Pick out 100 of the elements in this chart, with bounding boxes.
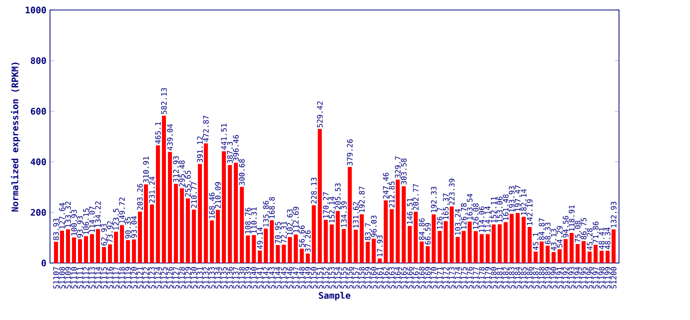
- bar: [246, 235, 250, 263]
- x-axis-title: Sample: [318, 292, 350, 301]
- bar: [78, 239, 82, 263]
- bar: [504, 222, 508, 263]
- bar: [570, 232, 574, 263]
- bar: [276, 245, 280, 263]
- bar: [162, 116, 166, 263]
- bar: [588, 252, 592, 263]
- bar: [102, 247, 106, 263]
- bar: [402, 186, 406, 263]
- y-tick-label: 600: [30, 108, 46, 115]
- bar: [264, 228, 268, 263]
- bar: [150, 204, 154, 263]
- bar: [318, 129, 322, 263]
- y-tick-label: 400: [30, 158, 46, 166]
- bar: [378, 258, 382, 263]
- bar: [204, 143, 208, 263]
- bar: [600, 250, 604, 263]
- bar: [144, 184, 148, 263]
- bar: [354, 230, 358, 263]
- bar: [342, 229, 346, 263]
- bar: [168, 152, 172, 263]
- bar: [252, 235, 256, 263]
- bar: [96, 229, 100, 263]
- y-tick-label: 800: [30, 57, 46, 64]
- bar: [396, 180, 400, 263]
- bar: [366, 242, 370, 263]
- bar: [432, 214, 436, 263]
- bar: [546, 246, 550, 263]
- bar: [60, 230, 64, 263]
- bar: [426, 246, 430, 263]
- bar: [270, 220, 274, 263]
- bar: [450, 206, 454, 263]
- bar: [324, 220, 328, 263]
- bar: [222, 151, 226, 263]
- bar: [294, 234, 298, 263]
- bar: [228, 165, 232, 263]
- bar: [480, 234, 484, 263]
- bar: [234, 162, 238, 263]
- bar: [258, 250, 262, 263]
- bar: [54, 242, 58, 263]
- bar: [612, 229, 616, 263]
- bar: [582, 241, 586, 263]
- bar: [492, 224, 496, 263]
- bar: [282, 244, 286, 263]
- bar: [84, 236, 88, 263]
- bar: [360, 214, 364, 263]
- bar: [336, 211, 340, 263]
- bar: [126, 240, 130, 263]
- bar: [186, 198, 190, 263]
- bar: [594, 244, 598, 263]
- bar: [132, 239, 136, 263]
- bar: [240, 186, 244, 263]
- bar: [540, 242, 544, 263]
- bar: [192, 210, 196, 263]
- bar: [534, 252, 538, 263]
- bar: [516, 213, 520, 263]
- bar: [306, 254, 310, 263]
- y-axis-title: Normalized expression (RPKM): [10, 62, 20, 212]
- bar: [120, 225, 124, 263]
- bar: [462, 230, 466, 263]
- bar: [408, 226, 412, 263]
- bar: [312, 205, 316, 263]
- bar: [288, 237, 292, 263]
- bar: [138, 212, 142, 263]
- bar: [552, 252, 556, 263]
- bar: [456, 236, 460, 263]
- bar: [72, 237, 76, 263]
- y-tick-label: 200: [30, 209, 46, 216]
- bar: [198, 164, 202, 263]
- bar: [114, 232, 118, 263]
- bar: [474, 231, 478, 263]
- bar: [330, 224, 334, 263]
- bar: [156, 145, 160, 263]
- bar: [108, 244, 112, 263]
- bar: [174, 184, 178, 263]
- y-tick-label: 0: [42, 260, 46, 266]
- bar: [384, 200, 388, 263]
- bar: [390, 209, 394, 263]
- bar: [576, 244, 580, 263]
- bar: [558, 249, 562, 263]
- bar: [444, 221, 448, 263]
- bar: [486, 234, 490, 263]
- bar: [210, 220, 214, 263]
- y-tick-label: 1000: [26, 6, 46, 14]
- bar: [372, 238, 376, 263]
- bar: [510, 214, 514, 263]
- bar: [348, 167, 352, 263]
- bar: [180, 188, 184, 263]
- bar: [66, 229, 70, 263]
- bar: [606, 250, 610, 263]
- bar: [498, 224, 502, 263]
- bar: [438, 230, 442, 263]
- bar: [564, 239, 568, 263]
- bar: [522, 216, 526, 263]
- bar: [468, 222, 472, 263]
- bar: [90, 234, 94, 263]
- bar: [216, 210, 220, 263]
- bar: [300, 248, 304, 263]
- bar: [528, 227, 532, 263]
